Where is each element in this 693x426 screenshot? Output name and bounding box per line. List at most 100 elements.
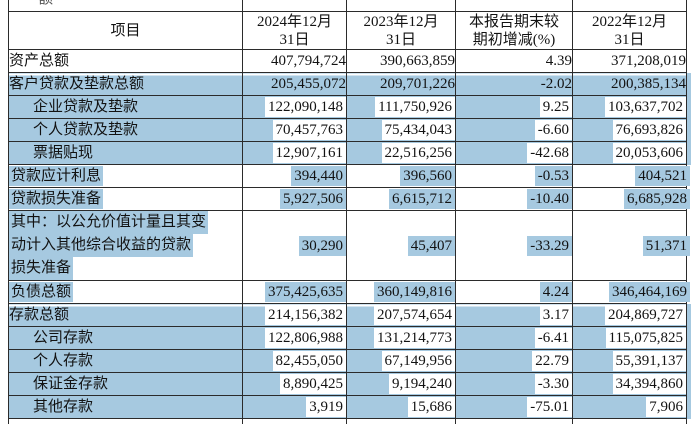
value-cell: 12,907,161 bbox=[242, 141, 347, 165]
value-cell: 34,394,860 bbox=[572, 372, 687, 396]
value-cell: 6,685,928 bbox=[572, 187, 690, 211]
value-text: 75,434,043 bbox=[381, 120, 455, 140]
value-cell: 9.25 bbox=[455, 95, 573, 119]
value-text: 45,407 bbox=[407, 235, 455, 256]
value-text: 3,919 bbox=[306, 397, 346, 417]
table-row: 贷款应计利息 394,440 396,560 -0.53 404,521 bbox=[8, 164, 690, 188]
value-text: 200,385,134 bbox=[611, 76, 686, 92]
row-label: 个人存款 bbox=[33, 353, 94, 369]
table-border-stub bbox=[346, 419, 347, 424]
value-cell: 122,090,148 bbox=[242, 95, 347, 119]
value-text: 394,440 bbox=[291, 166, 346, 186]
row-label: 贷款损失准备 bbox=[9, 189, 104, 209]
row-label: 票据贴现 bbox=[33, 145, 94, 161]
row-label-cell: 企业贷款及垫款 bbox=[8, 95, 243, 119]
value-text: 82,455,050 bbox=[272, 351, 346, 371]
value-text: 22.79 bbox=[532, 351, 572, 371]
value-text: -10.40 bbox=[527, 189, 572, 209]
value-cell: 8,890,425 bbox=[242, 372, 347, 396]
value-text: -6.41 bbox=[534, 328, 572, 348]
value-cell: 5,927,506 bbox=[242, 187, 347, 211]
table-row: 票据贴现 12,907,161 22,516,256 -42.68 20,053,606 bbox=[8, 141, 687, 165]
row-label-cell: 贷款损失准备 bbox=[8, 187, 243, 211]
row-label: 存款总额 bbox=[9, 307, 70, 323]
value-cell: 3,919 bbox=[242, 395, 347, 419]
value-text: 70,457,763 bbox=[272, 120, 346, 140]
table-row: 客户贷款及垫款总额 205,455,072 209,701,226 -2.02 200,… bbox=[8, 72, 687, 96]
value-text: 4.39 bbox=[545, 53, 572, 69]
value-cell: 15,686 bbox=[346, 395, 456, 419]
value-text: 76,693,826 bbox=[612, 120, 686, 140]
value-cell: 22,516,256 bbox=[346, 141, 456, 165]
value-text: 122,090,148 bbox=[265, 97, 346, 117]
value-cell: 131,214,773 bbox=[346, 326, 456, 350]
value-text: -42.68 bbox=[527, 143, 572, 163]
value-text: 396,560 bbox=[400, 166, 455, 186]
table-border-stub bbox=[346, 0, 347, 11]
col-header-2023: 2023年12月 31日 bbox=[346, 11, 456, 50]
table-header: 项目 2024年12月 31日 2023年12月 31日 本报告期末较 期初增减… bbox=[8, 11, 687, 50]
value-text: 204,869,727 bbox=[605, 305, 686, 325]
table-border-stub bbox=[572, 419, 573, 424]
financial-table: 项目 2024年12月 31日 2023年12月 31日 本报告期末较 期初增减… bbox=[8, 11, 690, 419]
table-row: 个人贷款及垫款 70,457,763 75,434,043 -6.60 76,693,8… bbox=[8, 118, 687, 142]
value-cell: 346,464,169 bbox=[572, 280, 690, 304]
value-cell: 394,440 bbox=[242, 164, 347, 188]
value-text: 346,464,169 bbox=[609, 282, 690, 302]
row-label: 动计入其他综合收益的贷款 bbox=[9, 234, 194, 257]
row-label-cell: 保证金存款 bbox=[8, 372, 243, 396]
value-text: 9,194,240 bbox=[389, 374, 455, 394]
value-cell: 6,615,712 bbox=[346, 187, 456, 211]
value-cell: -3.30 bbox=[455, 372, 573, 396]
value-text: 122,806,988 bbox=[265, 328, 346, 348]
table-border-stub bbox=[686, 419, 687, 424]
table-row: 其中：以公允价值计量且其变 动计入其他综合收益的贷款 损失准备 30,290 45,40… bbox=[8, 210, 690, 281]
value-cell: 115,075,825 bbox=[572, 326, 687, 350]
value-cell: 103,637,702 bbox=[572, 95, 687, 119]
value-cell: 371,208,019 bbox=[572, 49, 687, 73]
value-cell: -6.60 bbox=[455, 118, 573, 142]
value-cell: -10.40 bbox=[455, 187, 573, 211]
row-label-cell: 个人贷款及垫款 bbox=[8, 118, 243, 142]
value-cell: 3.17 bbox=[455, 303, 573, 327]
value-cell: 404,521 bbox=[572, 164, 690, 188]
row-label: 负债总额 bbox=[9, 282, 74, 302]
value-text: 111,750,926 bbox=[375, 97, 455, 117]
row-label-cell: 客户贷款及垫款总额 bbox=[8, 72, 243, 96]
value-text: 115,075,825 bbox=[605, 328, 686, 348]
table-border-stub bbox=[8, 419, 9, 424]
header-row: 项目 2024年12月 31日 2023年12月 31日 本报告期末较 期初增减… bbox=[8, 11, 687, 50]
value-cell: 75,434,043 bbox=[346, 118, 456, 142]
value-text: 214,156,382 bbox=[265, 305, 346, 325]
row-label: 客户贷款及垫款总额 bbox=[9, 76, 145, 92]
value-text: 9.25 bbox=[539, 97, 572, 117]
table-border-stub bbox=[242, 419, 243, 424]
value-cell: 375,425,635 bbox=[242, 280, 347, 304]
value-cell: -75.01 bbox=[455, 395, 573, 419]
value-cell: 4.24 bbox=[455, 280, 573, 304]
table-row: 保证金存款 8,890,425 9,194,240 -3.30 34,394,860 bbox=[8, 372, 687, 396]
value-text: 12,907,161 bbox=[272, 143, 346, 163]
value-cell: 205,455,072 bbox=[242, 72, 347, 96]
row-label: 个人贷款及垫款 bbox=[33, 122, 139, 138]
value-text: -2.02 bbox=[540, 76, 572, 92]
table-row: 存款总额 214,156,382 207,574,654 3.17 204,869,72… bbox=[8, 303, 687, 327]
row-label: 企业贷款及垫款 bbox=[33, 99, 139, 115]
table-row: 负债总额 375,425,635 360,149,816 4.24 346,464,16… bbox=[8, 280, 690, 304]
row-label-cell: 其中：以公允价值计量且其变 动计入其他综合收益的贷款 损失准备 bbox=[8, 210, 243, 281]
value-cell: 20,053,606 bbox=[572, 141, 687, 165]
clipped-previous-row: 额 bbox=[0, 0, 693, 11]
table-border-stub bbox=[8, 0, 9, 11]
value-cell: 204,869,727 bbox=[572, 303, 687, 327]
value-cell: 51,371 bbox=[572, 210, 690, 281]
clipped-next-row bbox=[0, 419, 693, 424]
table-row: 公司存款 122,806,988 131,214,773 -6.41 115,075,8… bbox=[8, 326, 687, 350]
row-label: 贷款应计利息 bbox=[9, 166, 104, 186]
table-border-stub bbox=[242, 0, 243, 11]
value-cell: 111,750,926 bbox=[346, 95, 456, 119]
value-text: 103,637,702 bbox=[605, 97, 686, 117]
value-text: -75.01 bbox=[527, 397, 572, 417]
value-text: 407,794,724 bbox=[271, 53, 346, 69]
value-cell: 390,663,859 bbox=[346, 49, 456, 73]
value-text: 205,455,072 bbox=[271, 76, 346, 92]
